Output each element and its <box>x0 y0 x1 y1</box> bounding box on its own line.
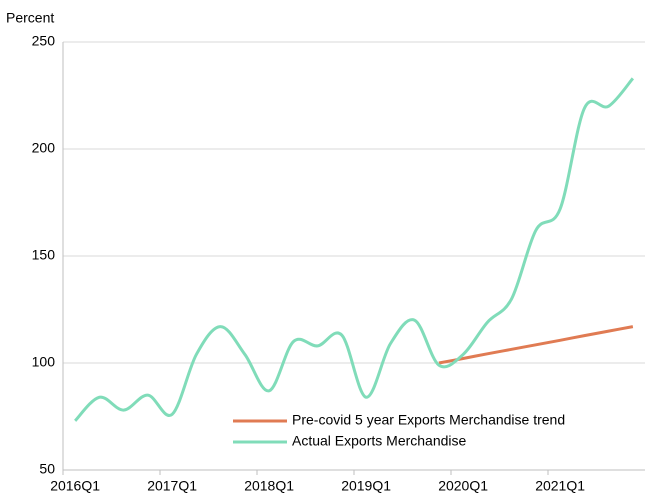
series-line <box>74 77 635 422</box>
x-tick-label: 2018Q1 <box>244 478 294 494</box>
x-tick-label: 2017Q1 <box>147 478 197 494</box>
series-line <box>438 325 634 365</box>
y-tick-label: 150 <box>32 247 56 263</box>
x-tick-label: 2019Q1 <box>341 478 391 494</box>
x-tick-label: 2020Q1 <box>438 478 488 494</box>
y-tick-label: 250 <box>32 33 56 49</box>
y-tick-label: 200 <box>32 140 56 156</box>
y-tick-label: 100 <box>32 354 56 370</box>
y-tick-label: 50 <box>39 461 55 477</box>
x-tick-label: 2016Q1 <box>50 478 100 494</box>
x-tick-label: 2021Q1 <box>535 478 585 494</box>
y-axis-title: Percent <box>6 10 54 26</box>
legend-label: Actual Exports Merchandise <box>292 433 467 449</box>
legend-label: Pre-covid 5 year Exports Merchandise tre… <box>292 412 565 428</box>
